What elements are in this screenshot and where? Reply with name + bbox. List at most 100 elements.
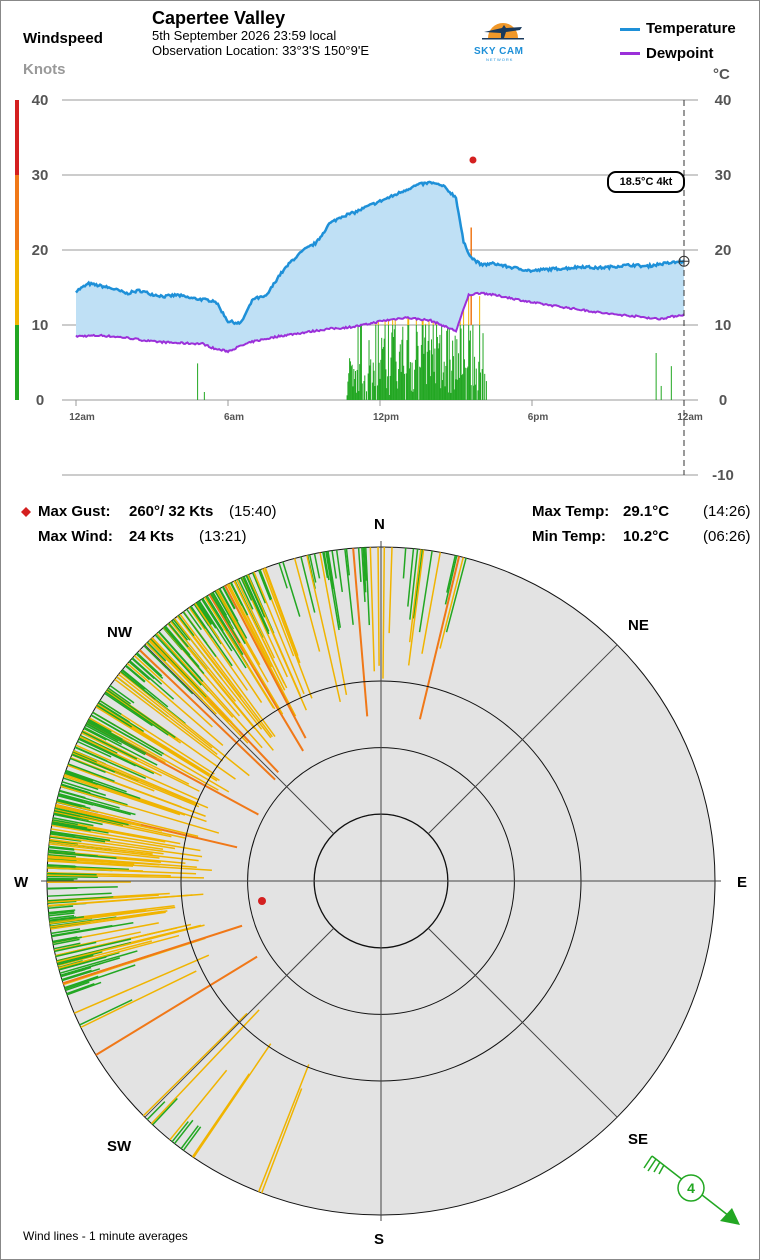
wind-line: [262, 568, 313, 699]
wind-barb-value: 4: [687, 1180, 695, 1196]
wind-line: [182, 611, 217, 658]
wind-line: [126, 663, 224, 747]
skycam-logo: SKY CAM NETWORK: [468, 12, 536, 62]
wind-line: [260, 1088, 303, 1194]
wind-line: [146, 641, 167, 662]
wind-line: [139, 649, 276, 781]
wind-line: [388, 547, 393, 634]
wind-line: [54, 807, 129, 826]
time-series-chart: 0 10 20 30 40 -10 0 10 20 30 40 12am 6am 12pm 6pm 12am: [15, 92, 734, 484]
wind-scale-band: [15, 325, 19, 400]
wind-line: [357, 547, 362, 583]
wind-line: [133, 655, 213, 728]
max-gust-marker-icon: [21, 507, 31, 517]
wind-line: [195, 602, 212, 626]
compass-w: W: [14, 874, 29, 891]
legend-dewpoint-label: Dewpoint: [646, 45, 714, 62]
wind-tick-label: 30: [32, 167, 49, 184]
wind-line: [193, 603, 222, 645]
temp-dew-fill: [76, 181, 684, 353]
wind-line: [47, 896, 114, 902]
wind-line: [81, 730, 138, 760]
wind-line: [67, 763, 115, 783]
wind-line: [47, 867, 197, 875]
wind-line: [49, 909, 147, 923]
wind-line: [325, 551, 340, 631]
wind-line: [54, 941, 97, 953]
wind-line: [444, 555, 458, 605]
wind-line: [116, 676, 218, 756]
wind-line: [56, 801, 199, 838]
wind-line: [146, 1101, 166, 1121]
wind-line: [47, 864, 77, 868]
wind-line: [118, 673, 213, 749]
wind-line: [60, 784, 128, 806]
wind-line: [224, 585, 307, 739]
max-wind-time: (13:21): [199, 528, 247, 545]
wind-line: [120, 670, 156, 700]
wind-line: [251, 572, 267, 604]
wind-line: [136, 652, 163, 677]
compass-sw: SW: [107, 1138, 132, 1155]
compass-ne: NE: [628, 617, 649, 634]
wind-line: [278, 562, 288, 589]
footer-note: Wind lines - 1 minute averages: [23, 1229, 188, 1243]
wind-line: [377, 547, 380, 666]
x-tick-label: 6am: [224, 412, 244, 423]
wind-line: [173, 618, 263, 730]
wind-line: [57, 951, 103, 964]
wind-line: [48, 846, 75, 851]
wind-line: [72, 752, 198, 806]
wind-line: [173, 1119, 194, 1145]
celsius-label: °C: [713, 66, 730, 83]
wind-line: [52, 817, 94, 827]
wind-line: [164, 625, 191, 656]
wind-line: [47, 860, 134, 867]
observation-datetime: 5th September 2026 23:59 local: [152, 28, 337, 43]
wind-line: [128, 661, 151, 681]
wind-line: [84, 726, 158, 766]
wind-line: [95, 706, 218, 782]
wind-line: [131, 657, 163, 685]
wind-line: [85, 724, 123, 746]
wind-line: [177, 615, 195, 637]
wind-line: [192, 1043, 272, 1158]
max-wind-label: Max Wind:: [38, 528, 113, 545]
wind-line: [89, 717, 219, 791]
wind-line: [48, 905, 74, 909]
wind-line: [58, 951, 120, 970]
wind-line: [142, 1012, 248, 1117]
wind-line: [243, 576, 270, 632]
wind-line: [202, 598, 224, 632]
wind-line: [60, 785, 220, 834]
wind-line: [418, 556, 461, 720]
x-tick-label: 6pm: [528, 412, 549, 423]
wind-line: [58, 934, 180, 969]
wind-line: [445, 557, 467, 633]
wind-line: [228, 583, 273, 668]
wind-line: [86, 721, 147, 755]
current-value-badge: 18.5°C 4kt: [607, 171, 685, 193]
wind-line: [48, 850, 98, 857]
wind-line: [226, 584, 286, 696]
polar-spoke: [428, 644, 618, 834]
wind-line: [90, 714, 134, 740]
wind-line: [300, 556, 316, 613]
temperature-line: [75, 180, 686, 326]
wind-line: [52, 819, 78, 826]
wind-line: [363, 547, 367, 581]
wind-line: [49, 906, 176, 925]
wind-line: [335, 549, 344, 593]
wind-line: [345, 548, 351, 576]
wind-line: [145, 642, 217, 715]
wind-line: [196, 601, 213, 625]
wind-line: [47, 900, 77, 905]
wind-line: [237, 578, 254, 610]
wind-line: [61, 968, 101, 982]
observation-location: Observation Location: 33°3'S 150°9'E: [152, 43, 370, 58]
wind-line: [408, 549, 422, 643]
wind-line: [258, 569, 272, 601]
wind-line: [212, 591, 228, 616]
wind-line: [169, 1069, 228, 1141]
wind-line: [382, 547, 386, 679]
